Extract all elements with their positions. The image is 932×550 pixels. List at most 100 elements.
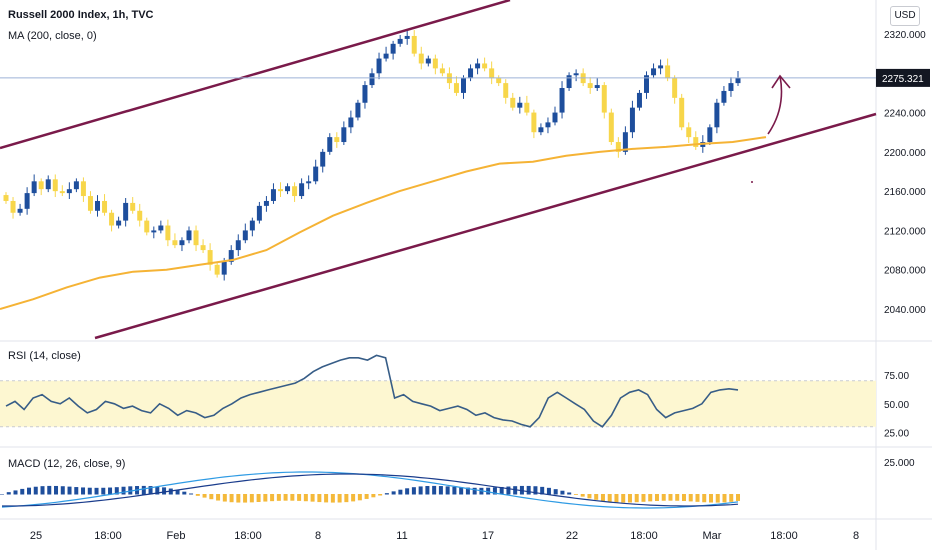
macd-histogram-bar: [553, 489, 558, 495]
candle-body: [299, 183, 305, 197]
macd-histogram-bar: [276, 494, 281, 501]
macd-histogram-bar: [465, 487, 470, 495]
rsi-tick-label: 25.00: [884, 429, 909, 440]
candle-body: [672, 78, 678, 98]
macd-histogram-bar: [236, 494, 241, 503]
chart-title: Russell 2000 Index, 1h, TVC: [8, 9, 154, 21]
candle-body: [10, 200, 16, 213]
candle-body: [545, 122, 551, 128]
macd-legend[interactable]: MACD (12, 26, close, 9): [8, 458, 126, 470]
annotation-arrow: [767, 75, 783, 135]
rsi-line: [5, 354, 739, 428]
macd-histogram-bar: [108, 487, 113, 495]
macd-histogram-bar: [445, 486, 450, 495]
candle-body: [503, 83, 509, 98]
candle-body: [369, 73, 375, 86]
candle-body: [73, 181, 79, 190]
macd-histogram-bar: [33, 486, 38, 495]
candle-body: [102, 200, 108, 213]
macd-histogram-bar: [573, 494, 578, 495]
candle-body: [137, 210, 143, 221]
candle-body: [334, 137, 340, 143]
candle-body: [228, 250, 234, 262]
candle-body: [658, 65, 664, 69]
macd-histogram-bar: [94, 487, 99, 495]
macd-histogram-bar: [290, 494, 295, 501]
candle-body: [404, 35, 410, 39]
candle-body: [242, 230, 248, 241]
candle-body: [179, 240, 185, 246]
macd-histogram-bar: [567, 492, 572, 495]
candle-body: [151, 230, 157, 233]
ma-line: [0, 136, 767, 310]
macd-histogram-bar: [317, 494, 322, 503]
macd-histogram-bar: [121, 486, 126, 495]
candle-body: [594, 85, 600, 89]
time-tick-label: 17: [482, 530, 494, 542]
macd-histogram-bar: [729, 494, 734, 502]
candle-body: [109, 212, 115, 226]
candle-body: [425, 58, 431, 64]
candle-body: [559, 88, 565, 113]
macd-histogram-bar: [459, 487, 464, 495]
macd-histogram-bar: [607, 494, 612, 502]
candle-body: [475, 63, 481, 69]
ma-legend[interactable]: MA (200, close, 0): [8, 30, 97, 42]
channel-lower-line: [94, 112, 877, 340]
macd-histogram-bar: [162, 487, 167, 495]
candle-body: [439, 68, 445, 74]
price-tick-label: 2320.000: [884, 30, 926, 41]
candle-body: [116, 220, 122, 226]
macd-histogram-bar: [513, 486, 518, 495]
macd-histogram-bar: [614, 494, 619, 503]
candle-body: [615, 142, 621, 152]
macd-histogram-bar: [13, 490, 18, 495]
macd-histogram-bar: [641, 494, 646, 502]
candle-body: [130, 202, 136, 211]
candle-body: [348, 117, 354, 128]
candle-body: [17, 208, 23, 213]
candle-body: [517, 102, 523, 108]
macd-histogram-bar: [47, 485, 52, 495]
price-tick-label: 2080.000: [884, 266, 926, 277]
candle-body: [644, 75, 649, 93]
macd-histogram-bar: [324, 494, 329, 503]
macd-histogram-bar: [668, 494, 673, 501]
candle-body: [496, 78, 502, 84]
macd-histogram-bar: [384, 493, 389, 495]
currency-button[interactable]: USD: [890, 6, 920, 26]
candle-body: [693, 137, 699, 147]
macd-histogram-bar: [54, 485, 59, 495]
macd-histogram-bar: [708, 494, 713, 503]
candle-body: [552, 112, 558, 123]
candle-body: [87, 196, 93, 211]
candle-body: [714, 102, 720, 128]
time-tick-label: 18:00: [630, 530, 658, 542]
candle-body: [235, 240, 241, 251]
macd-histogram-bar: [310, 494, 315, 502]
macd-histogram-bar: [398, 489, 403, 495]
candle-body: [390, 43, 396, 54]
macd-histogram-bar: [715, 494, 720, 503]
macd-histogram-bar: [40, 486, 45, 495]
candle-body: [256, 205, 262, 221]
macd-histogram-bar: [283, 494, 288, 501]
macd-histogram-bar: [675, 494, 680, 501]
candle-body: [686, 127, 692, 138]
macd-histogram-bar: [411, 487, 416, 495]
candle-body: [362, 85, 368, 103]
time-tick-label: Mar: [703, 530, 722, 542]
candle-body: [728, 83, 734, 91]
macd-histogram-bar: [209, 494, 214, 500]
macd-histogram-bar: [364, 494, 369, 499]
price-tick-label: 2120.000: [884, 226, 926, 237]
macd-histogram-bar: [60, 486, 65, 495]
macd-histogram-bar: [249, 494, 254, 503]
macd-histogram-bar: [540, 486, 545, 495]
rsi-legend[interactable]: RSI (14, close): [8, 350, 81, 362]
macd-histogram-bar: [546, 487, 551, 495]
candle-body: [292, 186, 298, 197]
macd-histogram-bar: [695, 494, 700, 502]
macd-histogram-bar: [661, 494, 666, 501]
